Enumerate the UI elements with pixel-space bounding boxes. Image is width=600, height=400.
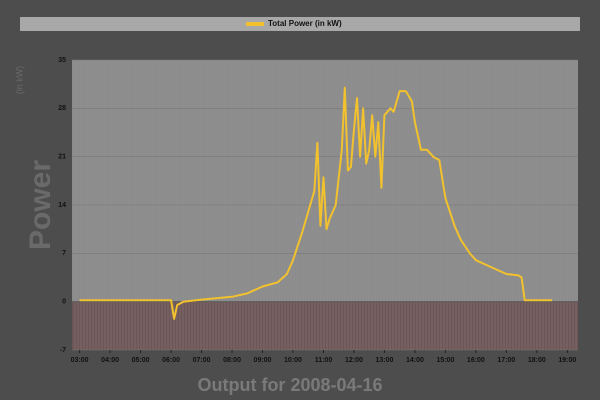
x-tick-label: 16:00: [467, 357, 485, 364]
legend-swatch: [246, 22, 264, 26]
x-axis-label: Output for 2008-04-16: [197, 375, 382, 395]
y-tick-label: 0: [62, 299, 66, 306]
negative-area: [72, 301, 578, 350]
y-tick-label: 35: [58, 57, 66, 64]
y-tick-label: -7: [60, 347, 66, 354]
x-tick-label: 09:00: [254, 357, 272, 364]
plot-area: [72, 60, 578, 302]
y-tick-label: 21: [58, 154, 66, 161]
x-tick-label: 10:00: [284, 357, 302, 364]
x-tick-label: 04:00: [101, 357, 119, 364]
x-tick-label: 06:00: [162, 357, 180, 364]
legend-bar: [20, 17, 580, 31]
x-tick-label: 19:00: [558, 357, 576, 364]
series-line: [79, 86, 553, 320]
x-tick-label: 13:00: [375, 357, 393, 364]
x-tick-label: 03:00: [71, 357, 89, 364]
y-axis-unit: (in kW): [14, 66, 24, 95]
x-tick-label: 05:00: [132, 357, 150, 364]
y-axis-label: Power: [24, 160, 57, 250]
x-tick-label: 14:00: [406, 357, 424, 364]
y-tick-label: 14: [58, 202, 66, 209]
y-tick-label: 28: [58, 105, 66, 112]
x-tick-label: 17:00: [497, 357, 515, 364]
x-tick-label: 15:00: [436, 357, 454, 364]
x-tick-label: 11:00: [315, 357, 333, 364]
x-tick-label: 18:00: [528, 357, 546, 364]
x-tick-label: 08:00: [223, 357, 241, 364]
legend-label: Total Power (in kW): [268, 19, 342, 28]
y-tick-label: 7: [62, 250, 66, 257]
x-tick-label: 07:00: [193, 357, 211, 364]
x-tick-label: 12:00: [345, 357, 363, 364]
